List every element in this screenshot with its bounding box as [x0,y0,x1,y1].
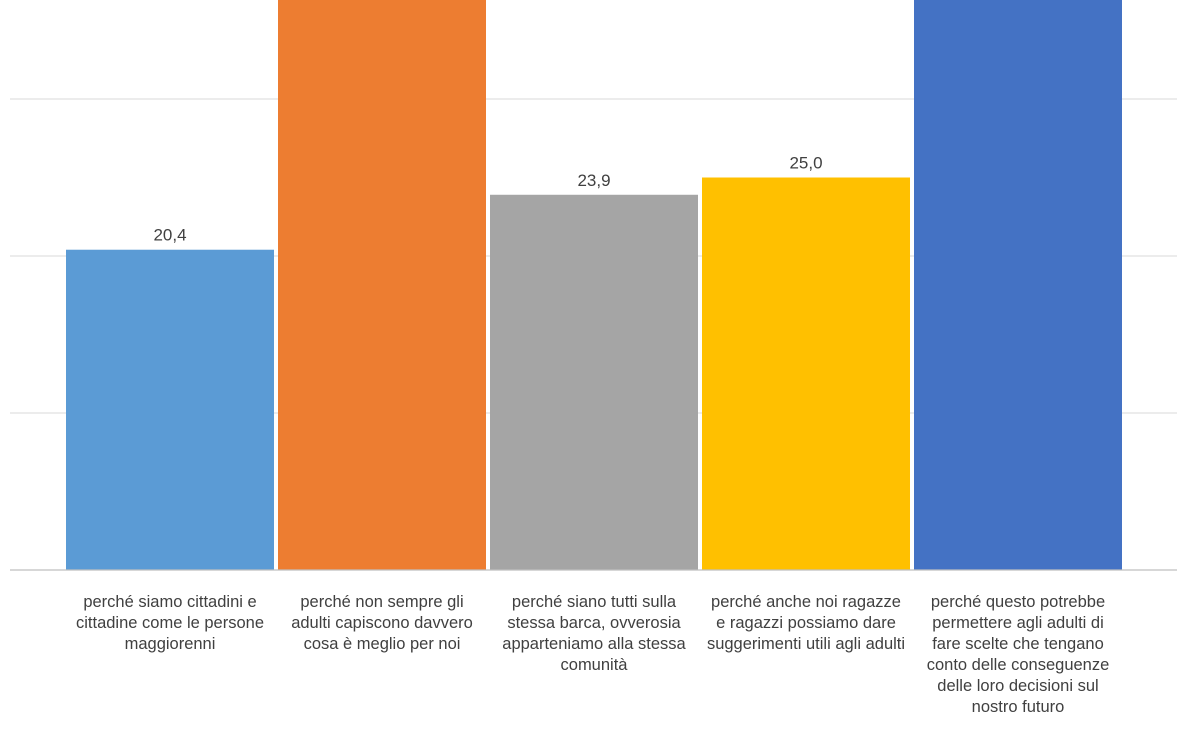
bar-2 [278,0,486,571]
category-label-1: perché siamo cittadini e cittadine come … [75,593,265,653]
category-label-2: perché non sempre gli adulti capiscono d… [291,593,473,653]
value-label-3: 23,9 [577,171,610,190]
value-label-4: 25,0 [789,154,822,173]
bar-4 [702,177,910,570]
category-label-4: perché anche noi ragazze e ragazzi possi… [706,593,906,653]
bar-5 [914,0,1122,571]
bar-1 [66,249,274,570]
category-label-3: perché siano tutti sulla stessa barca, o… [502,593,686,674]
bar-3 [490,194,698,570]
value-label-1: 20,4 [153,226,186,245]
category-label-5: perché questo potrebbe permettere agli a… [926,593,1110,716]
